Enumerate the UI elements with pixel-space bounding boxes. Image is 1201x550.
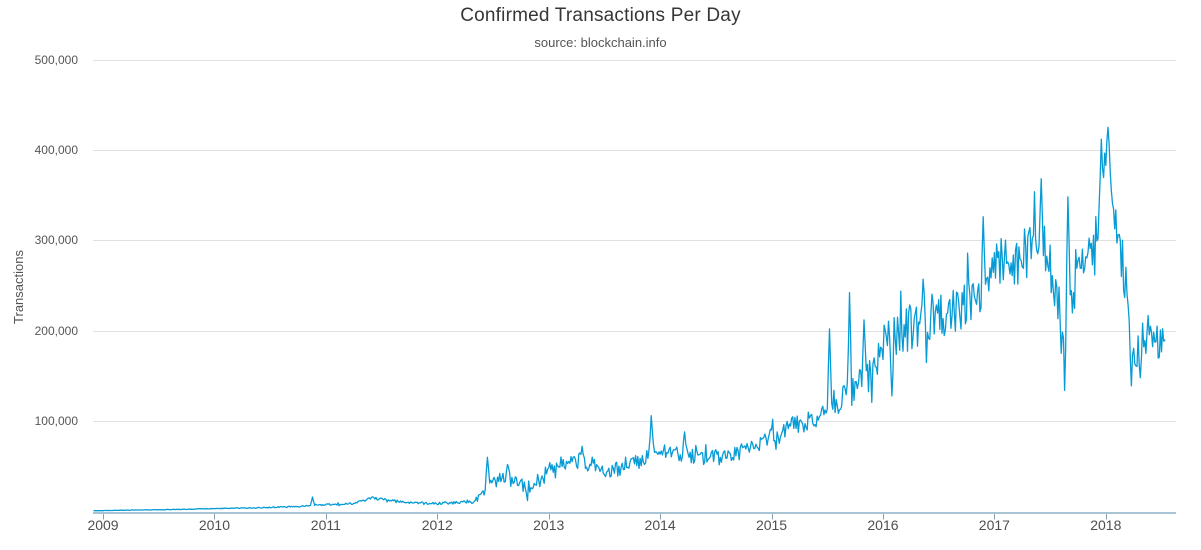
chart-subtitle: source: blockchain.info <box>534 35 667 50</box>
x-tick-label: 2016 <box>867 517 899 533</box>
x-tick-label: 2011 <box>310 517 341 533</box>
y-tick-label: 100,000 <box>34 414 78 429</box>
y-tick-label: 400,000 <box>34 142 78 157</box>
y-tick-labels: 100,000 200,000 300,000 400,000 500,000 <box>0 0 80 550</box>
chart-title: Confirmed Transactions Per Day <box>460 5 741 26</box>
x-tick-label: 2017 <box>978 517 1010 533</box>
x-tick-label: 2014 <box>644 517 676 533</box>
x-tick-label: 2009 <box>87 517 119 533</box>
y-tick-label: 300,000 <box>34 233 78 248</box>
y-tick-label: 200,000 <box>34 323 78 338</box>
x-tick-label: 2010 <box>198 517 231 533</box>
x-tick-label: 2018 <box>1090 517 1122 533</box>
x-tick-label: 2013 <box>533 517 565 533</box>
transactions-line-series <box>93 126 1166 512</box>
x-tick-label: 2015 <box>755 517 788 533</box>
x-tick-labels: 2009 2010 2011 2012 2013 2014 2015 2016 2017 2018 <box>0 517 1201 537</box>
x-tick-label: 2012 <box>421 517 453 533</box>
y-tick-label: 500,000 <box>34 52 78 67</box>
